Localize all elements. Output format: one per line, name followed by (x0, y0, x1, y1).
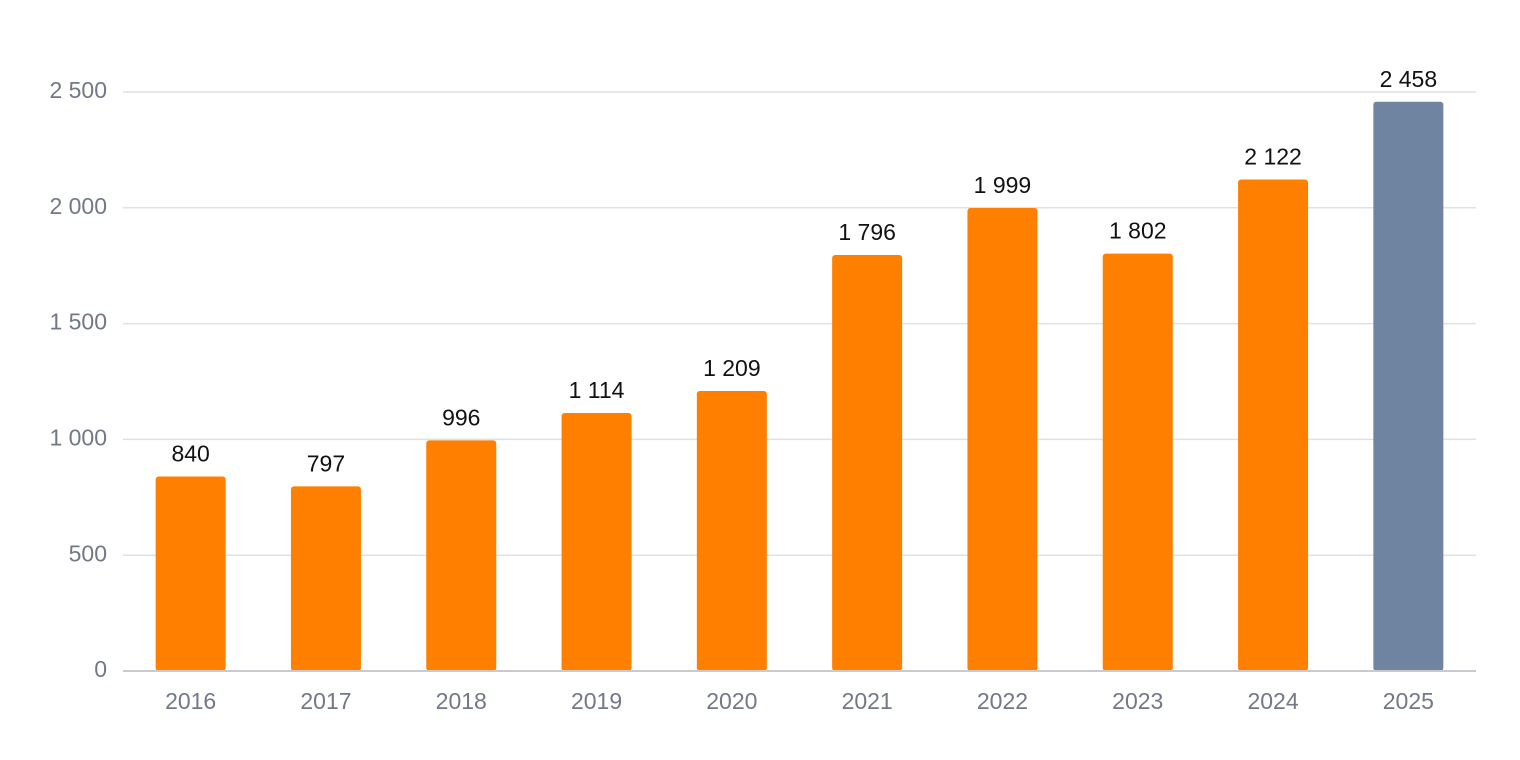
x-tick-label: 2022 (977, 688, 1028, 714)
x-tick-label: 2018 (436, 688, 487, 714)
x-tick-label: 2024 (1247, 688, 1298, 714)
bar (696, 390, 767, 671)
value-label: 797 (307, 450, 345, 476)
y-tick-label: 2 000 (49, 193, 107, 219)
y-tick-label: 1 500 (49, 309, 107, 335)
value-label: 996 (442, 404, 480, 430)
bar (561, 412, 632, 671)
value-label: 1 209 (703, 355, 761, 381)
x-tick-label: 2025 (1383, 688, 1434, 714)
bar (155, 476, 226, 671)
value-label: 1 796 (838, 219, 896, 245)
y-tick-label: 500 (69, 540, 107, 566)
x-tick-label: 2017 (300, 688, 351, 714)
y-tick-label: 0 (94, 656, 107, 682)
value-label: 2 122 (1244, 144, 1302, 170)
x-tick-label: 2020 (706, 688, 757, 714)
bar (967, 208, 1038, 671)
value-label: 1 114 (569, 377, 625, 403)
bar (290, 486, 361, 671)
value-label: 1 999 (974, 172, 1032, 198)
bar (832, 255, 903, 672)
value-label: 1 802 (1109, 218, 1167, 244)
y-tick-label: 2 500 (49, 77, 107, 103)
x-tick-label: 2019 (571, 688, 622, 714)
bar (426, 440, 497, 671)
x-tick-label: 2016 (165, 688, 216, 714)
x-tick-label: 2023 (1112, 688, 1163, 714)
bar (1373, 101, 1444, 672)
bar (1102, 253, 1173, 671)
x-tick-label: 2021 (842, 688, 893, 714)
value-label: 2 458 (1380, 66, 1438, 92)
bar (1238, 179, 1309, 671)
value-label: 840 (171, 441, 209, 467)
y-tick-label: 1 000 (49, 424, 107, 450)
